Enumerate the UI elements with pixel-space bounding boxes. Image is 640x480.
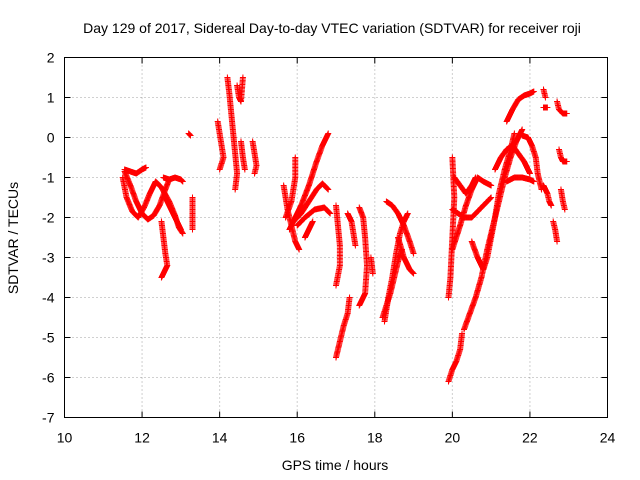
data-point [410, 270, 417, 277]
data-point [216, 166, 223, 173]
data-point [186, 131, 193, 138]
x-tick-label: 22 [522, 430, 538, 446]
data-point [554, 238, 561, 245]
x-tick-label: 20 [445, 430, 461, 446]
data-point [186, 131, 193, 138]
y-tick-label: 1 [47, 90, 55, 106]
data-point [409, 269, 416, 276]
data-point [548, 202, 555, 209]
data-point [239, 74, 246, 81]
data-point [356, 302, 363, 309]
data-point [179, 177, 186, 184]
data-point [563, 110, 570, 117]
data-point [325, 186, 332, 193]
x-tick-label: 14 [212, 430, 228, 446]
data-point [369, 270, 376, 277]
x-tick-label: 12 [134, 430, 150, 446]
data-point [333, 282, 339, 289]
data-point [324, 185, 331, 192]
x-tick-label: 10 [57, 430, 73, 446]
data-point [544, 104, 551, 111]
data-point [472, 174, 479, 181]
data-point [179, 229, 186, 236]
data-point [530, 88, 537, 95]
x-tick-label: 18 [367, 430, 383, 446]
data-point [561, 206, 568, 213]
x-tick-label: 16 [289, 430, 305, 446]
data-point [158, 274, 165, 281]
data-point [309, 218, 316, 225]
data-point [449, 154, 456, 161]
y-tick-label: -5 [42, 330, 55, 346]
data-point [251, 170, 258, 177]
data-point [410, 250, 417, 257]
grid-lines [64, 57, 608, 418]
data-point [179, 230, 186, 237]
data-point [179, 178, 186, 185]
data-point [327, 210, 334, 217]
data-point [519, 126, 526, 133]
data-point [488, 194, 495, 201]
data-point [530, 178, 537, 185]
data-point [488, 182, 495, 189]
data-point [487, 195, 494, 202]
x-axis-label: GPS time / hours [282, 457, 389, 473]
data-point [526, 170, 533, 177]
data-point [404, 210, 411, 217]
data-point [542, 94, 549, 101]
plot-frame [64, 57, 608, 418]
x-tick-label: 24 [600, 430, 616, 446]
data-point [486, 195, 493, 202]
data-point [178, 177, 185, 184]
data-point [324, 185, 331, 192]
data-point [232, 186, 239, 193]
y-tick-label: 2 [47, 50, 55, 66]
data-point [142, 164, 149, 171]
y-axis-label: SDTVAR / TECUs [5, 182, 21, 294]
y-tick-label: 0 [47, 130, 55, 146]
y-tick-label: -7 [42, 410, 55, 426]
data-point [459, 330, 466, 337]
y-tick-label: -2 [42, 210, 55, 226]
y-axis-ticks: 2 1 0 -1 -2 -3 -4 -5 -6 -7 [42, 50, 608, 426]
data-point [292, 154, 299, 161]
chart-title: Day 129 of 2017, Sidereal Day-to-day VTE… [83, 20, 581, 36]
data-point [346, 294, 353, 301]
y-tick-label: -4 [42, 290, 55, 306]
data-point [326, 209, 333, 216]
data-point [296, 246, 303, 253]
data-points [119, 74, 570, 385]
data-point [177, 226, 184, 233]
y-tick-label: -6 [42, 370, 55, 386]
x-axis-ticks: 10 12 14 16 18 20 22 24 [57, 57, 616, 446]
data-point [511, 130, 518, 137]
data-point [241, 166, 248, 173]
data-point [326, 209, 333, 216]
data-point [325, 130, 332, 137]
y-tick-label: -1 [42, 170, 55, 186]
data-point [563, 158, 570, 165]
data-point [189, 226, 196, 233]
y-tick-label: -3 [42, 250, 55, 266]
data-point [409, 269, 416, 276]
data-point [352, 242, 359, 249]
data-point [187, 132, 194, 139]
